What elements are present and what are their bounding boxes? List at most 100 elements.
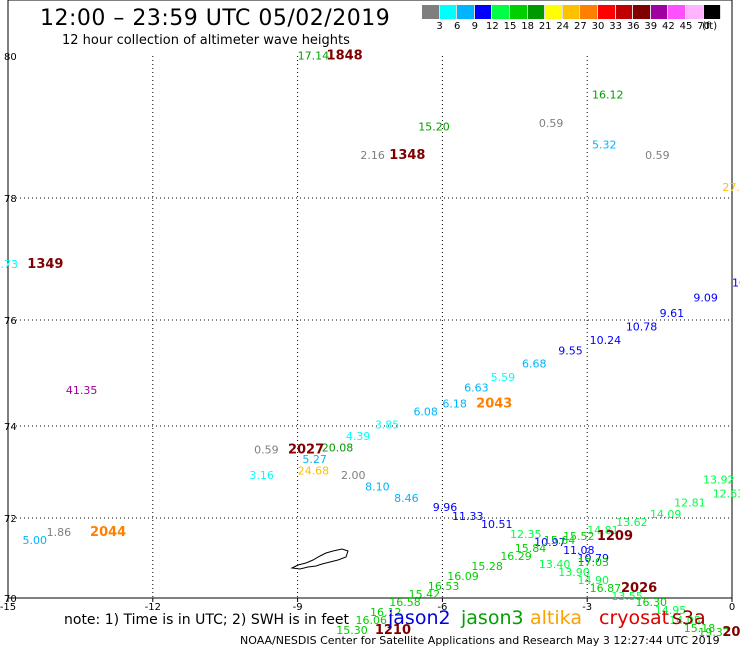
wave-height-label: 17.14 (298, 50, 330, 63)
wave-height-label: 0.59 (645, 149, 670, 162)
wave-height-label: 3.73 (0, 258, 18, 271)
colorbar-label: 33 (609, 21, 622, 32)
colorbar-label: 36 (626, 21, 640, 32)
colorbar-swatch (422, 5, 440, 19)
wave-height-label: 10.24 (590, 334, 622, 347)
colorbar-swatch (685, 5, 704, 19)
observation-time-label: 2026 (621, 581, 657, 596)
wave-height-label: 11.08 (563, 544, 595, 557)
page-title: 12:00 – 23:59 UTC 05/02/2019 (40, 6, 391, 31)
wave-height-label: 14.05 (669, 614, 701, 627)
observation-time-label: 2027 (288, 443, 324, 458)
observation-time-label: 1348 (389, 148, 425, 163)
wave-height-label: 16.12 (370, 606, 402, 619)
x-tick-label: -9 (293, 602, 303, 613)
colorbar-label: 27 (574, 21, 587, 32)
wave-height-label: 1.86 (47, 526, 72, 539)
wave-height-label: 6.68 (522, 358, 547, 371)
wave-height-label: 8.46 (394, 492, 419, 505)
wave-height-label: 6.18 (442, 397, 467, 410)
wave-height-label: 12.35 (510, 528, 542, 541)
wave-height-label: 15.30 (336, 624, 368, 637)
wave-height-label: 9.61 (660, 307, 685, 320)
x-tick-label: -3 (582, 602, 592, 613)
observation-time-label: 2043 (476, 396, 512, 411)
wave-height-label: 12.63 (713, 487, 740, 500)
colorbar-label: 12 (486, 21, 499, 32)
wave-height-label: 41.35 (66, 384, 98, 397)
wave-height-label: 16.09 (447, 570, 479, 583)
colorbar-swatch (457, 5, 475, 19)
wave-height-label: 9.96 (433, 501, 458, 514)
colorbar-swatch (703, 5, 722, 19)
wave-height-label: 16.53 (428, 580, 460, 593)
colorbar-label: 30 (591, 21, 605, 32)
colorbar-label: 24 (556, 21, 570, 32)
wave-height-label: 13.62 (616, 516, 648, 529)
footnote: note: 1) Time is in UTC; 2) SWH is in fe… (64, 612, 350, 628)
colorbar-label: 39 (644, 21, 658, 32)
wave-height-label: 13.90 (558, 566, 590, 579)
wave-height-label: 10 (732, 276, 740, 289)
y-tick-label: 70 (4, 594, 17, 605)
wave-height-label: 14.81 (587, 524, 619, 537)
wave-height-label: 15.42 (409, 588, 441, 601)
x-tick-label: -12 (145, 602, 161, 613)
wave-height-label: 15.28 (471, 560, 503, 573)
map-frame (7, 0, 733, 599)
colorbar-swatch (509, 5, 528, 19)
colorbar-label: 6 (454, 21, 461, 32)
legend-item-s3a: s3a (672, 607, 706, 629)
wave-height-label: 24.68 (298, 464, 330, 477)
wave-height-label: 11.33 (452, 510, 484, 523)
wave-height-label: 20.08 (322, 441, 354, 454)
x-tick-label: -15 (0, 602, 16, 613)
x-tick-label: 0 (729, 602, 735, 613)
wave-height-label: 10.78 (626, 321, 658, 334)
wave-height-label: 2.00 (341, 469, 366, 482)
wave-height-label: 17.03 (578, 556, 610, 569)
wave-height-label: 6.08 (413, 405, 438, 418)
colorbar-swatch (615, 5, 634, 19)
wave-height-label: 13.40 (539, 558, 571, 571)
legend-item-jason3: jason3 (461, 607, 524, 629)
observation-time-label: 1848 (327, 49, 363, 64)
colorbar-swatch (633, 5, 651, 19)
wave-height-label: 0.59 (254, 444, 279, 457)
observation-time-label: 20 (722, 625, 740, 640)
y-tick-label: 74 (4, 422, 17, 433)
wave-height-label: 3.85 (375, 418, 400, 431)
observation-time-label: 1210 (375, 623, 411, 638)
wave-height-label: 15.52 (563, 530, 595, 543)
wave-height-label: 8.10 (365, 480, 390, 493)
observation-time-label: 1349 (27, 257, 63, 272)
wave-height-label: 13.92 (703, 474, 735, 487)
colorbar-swatch (650, 5, 669, 19)
colorbar-swatch (474, 5, 493, 19)
wave-height-label: 10.97 (534, 536, 566, 549)
jan-mayen-island-outline (290, 548, 349, 570)
wave-height-label: 10.79 (578, 552, 610, 565)
wave-height-label: 16.87 (590, 582, 622, 595)
wave-height-colorbar (422, 5, 722, 19)
wave-height-label: 16.06 (356, 614, 388, 627)
x-tick-label: -6 (437, 602, 447, 613)
colorbar-swatch (439, 5, 458, 19)
wave-height-label: 10.51 (481, 518, 512, 531)
wave-height-label: 16.30 (635, 596, 667, 609)
colorbar-swatch (492, 5, 510, 19)
map-grid (7, 0, 733, 599)
colorbar-swatch (597, 5, 616, 19)
wave-height-label: 0.59 (539, 117, 564, 130)
axis-ticks: -15 -12 -9 -6 -3 0 80 78 76 74 72 70 (0, 52, 735, 613)
colorbar-label: 15 (503, 21, 517, 32)
colorbar-swatch (668, 5, 686, 19)
observation-time-label: 2044 (90, 525, 126, 540)
wave-height-label: 16.58 (389, 596, 421, 609)
y-tick-label: 78 (4, 194, 17, 205)
legend-item-altika: altika (530, 607, 582, 629)
wave-height-label: 16.12 (592, 89, 624, 102)
legend-item-jason2: jason2 (388, 607, 451, 629)
